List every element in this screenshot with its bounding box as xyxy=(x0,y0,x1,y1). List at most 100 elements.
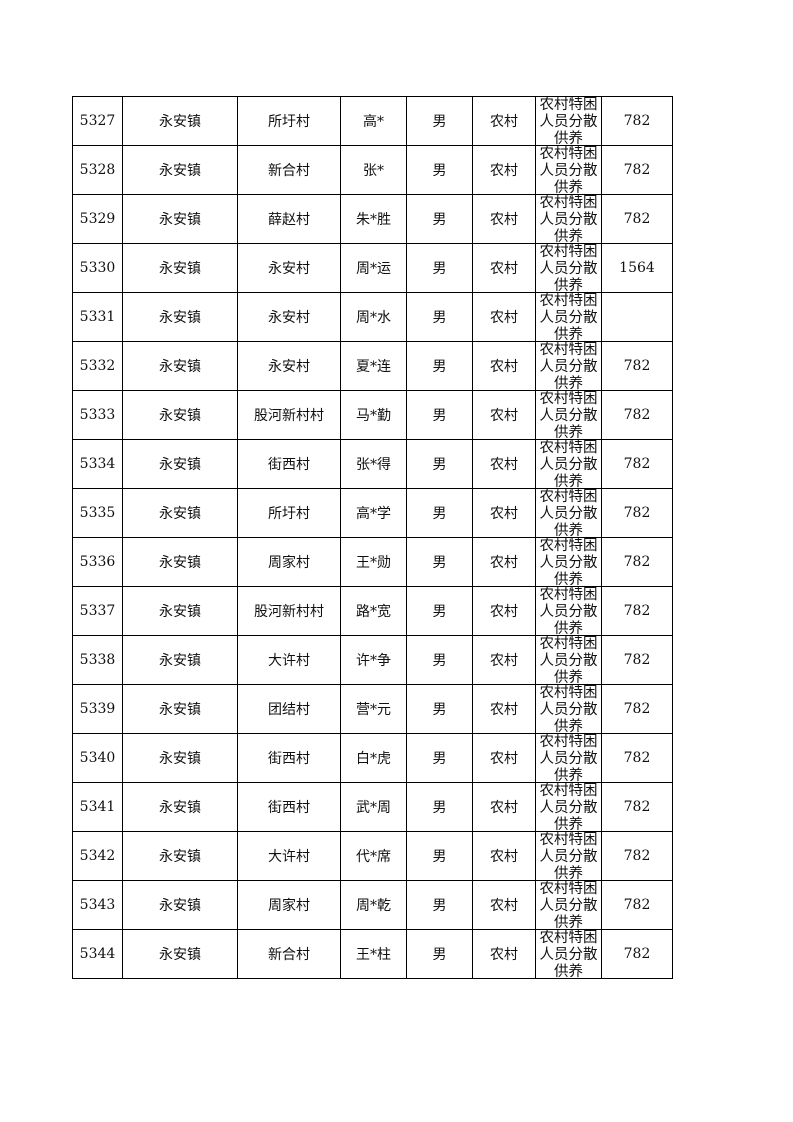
cell-amount: 782 xyxy=(601,586,673,636)
cell-town: 永安镇 xyxy=(122,929,238,979)
cell-category-text: 农村特困人员分散供养 xyxy=(539,587,598,635)
cell-name: 王*勋 xyxy=(340,537,407,587)
cell-name: 周*水 xyxy=(340,292,407,342)
cell-village: 所圩村 xyxy=(237,96,341,146)
cell-amount: 782 xyxy=(601,929,673,979)
cell-category: 农村特困人员分散供养 xyxy=(535,243,602,293)
cell-name: 路*宽 xyxy=(340,586,407,636)
cell-type: 农村 xyxy=(472,831,536,881)
cell-village: 股河新村村 xyxy=(237,586,341,636)
cell-id: 5340 xyxy=(72,733,123,783)
cell-category-text: 农村特困人员分散供养 xyxy=(539,832,598,880)
cell-category: 农村特困人员分散供养 xyxy=(535,782,602,832)
cell-name: 周*乾 xyxy=(340,880,407,930)
cell-type: 农村 xyxy=(472,243,536,293)
cell-amount: 782 xyxy=(601,390,673,440)
cell-town: 永安镇 xyxy=(122,194,238,244)
cell-id: 5337 xyxy=(72,586,123,636)
cell-gender: 男 xyxy=(406,831,473,881)
cell-id: 5330 xyxy=(72,243,123,293)
cell-town: 永安镇 xyxy=(122,292,238,342)
cell-type: 农村 xyxy=(472,733,536,783)
cell-id: 5334 xyxy=(72,439,123,489)
cell-id: 5332 xyxy=(72,341,123,391)
cell-id: 5341 xyxy=(72,782,123,832)
cell-gender: 男 xyxy=(406,243,473,293)
cell-type: 农村 xyxy=(472,929,536,979)
cell-type: 农村 xyxy=(472,292,536,342)
cell-category: 农村特困人员分散供养 xyxy=(535,831,602,881)
cell-gender: 男 xyxy=(406,782,473,832)
cell-category-text: 农村特困人员分散供养 xyxy=(539,293,598,341)
cell-id: 5338 xyxy=(72,635,123,685)
cell-amount: 782 xyxy=(601,537,673,587)
cell-name: 高*学 xyxy=(340,488,407,538)
cell-type: 农村 xyxy=(472,488,536,538)
cell-amount: 1564 xyxy=(601,243,673,293)
cell-amount: 782 xyxy=(601,194,673,244)
table-row: 5330 永安镇 永安村 周*运男农村 农村特困人员分散供养 1564 xyxy=(72,243,673,293)
cell-category-text: 农村特困人员分散供养 xyxy=(539,244,598,292)
cell-amount xyxy=(601,292,673,342)
beneficiary-table: 5327 永安镇 所圩村 高* 男农村 农村特困人员分散供养 782 5328 永安镇 新合村 张*… xyxy=(72,96,673,979)
table-row: 5331 永安镇 永安村 周*水男农村 农村特困人员分散供养 xyxy=(72,292,673,342)
cell-type: 农村 xyxy=(472,145,536,195)
cell-category-text: 农村特困人员分散供养 xyxy=(539,636,598,684)
cell-amount: 782 xyxy=(601,782,673,832)
cell-category-text: 农村特困人员分散供养 xyxy=(539,930,598,978)
cell-category: 农村特困人员分散供养 xyxy=(535,439,602,489)
cell-village: 永安村 xyxy=(237,292,341,342)
cell-id: 5342 xyxy=(72,831,123,881)
cell-type: 农村 xyxy=(472,390,536,440)
cell-category-text: 农村特困人员分散供养 xyxy=(539,538,598,586)
cell-amount: 782 xyxy=(601,684,673,734)
cell-category: 农村特困人员分散供养 xyxy=(535,880,602,930)
cell-name: 高* xyxy=(340,96,407,146)
cell-town: 永安镇 xyxy=(122,880,238,930)
cell-category: 农村特困人员分散供养 xyxy=(535,488,602,538)
cell-village: 街西村 xyxy=(237,782,341,832)
table-row: 5337 永安镇 股河新村村 路*宽男农村 农村特困人员分散供养 782 xyxy=(72,586,673,636)
table-row: 5338 永安镇 大许村 许*争男农村 农村特困人员分散供养 782 xyxy=(72,635,673,685)
cell-town: 永安镇 xyxy=(122,96,238,146)
cell-village: 永安村 xyxy=(237,341,341,391)
cell-village: 所圩村 xyxy=(237,488,341,538)
cell-gender: 男 xyxy=(406,96,473,146)
table-row: 5333 永安镇 股河新村村 马*勤男农村 农村特困人员分散供养 782 xyxy=(72,390,673,440)
cell-town: 永安镇 xyxy=(122,488,238,538)
cell-id: 5329 xyxy=(72,194,123,244)
cell-type: 农村 xyxy=(472,635,536,685)
table-row: 5343 永安镇 周家村 周*乾男农村 农村特困人员分散供养 782 xyxy=(72,880,673,930)
cell-town: 永安镇 xyxy=(122,635,238,685)
cell-id: 5336 xyxy=(72,537,123,587)
cell-amount: 782 xyxy=(601,488,673,538)
table-row: 5339 永安镇 团结村 营*元男农村 农村特困人员分散供养 782 xyxy=(72,684,673,734)
cell-name: 周*运 xyxy=(340,243,407,293)
cell-village: 薛赵村 xyxy=(237,194,341,244)
cell-category-text: 农村特困人员分散供养 xyxy=(539,391,598,439)
cell-category-text: 农村特困人员分散供养 xyxy=(539,146,598,194)
cell-amount: 782 xyxy=(601,439,673,489)
cell-town: 永安镇 xyxy=(122,439,238,489)
cell-gender: 男 xyxy=(406,733,473,783)
cell-village: 永安村 xyxy=(237,243,341,293)
cell-gender: 男 xyxy=(406,586,473,636)
cell-type: 农村 xyxy=(472,537,536,587)
cell-name: 营*元 xyxy=(340,684,407,734)
table-row: 5329 永安镇 薛赵村 朱*胜男农村 农村特困人员分散供养 782 xyxy=(72,194,673,244)
cell-village: 新合村 xyxy=(237,145,341,195)
cell-gender: 男 xyxy=(406,194,473,244)
cell-category: 农村特困人员分散供养 xyxy=(535,194,602,244)
cell-id: 5343 xyxy=(72,880,123,930)
cell-type: 农村 xyxy=(472,782,536,832)
cell-type: 农村 xyxy=(472,194,536,244)
cell-name: 武*周 xyxy=(340,782,407,832)
cell-category: 农村特困人员分散供养 xyxy=(535,145,602,195)
cell-town: 永安镇 xyxy=(122,243,238,293)
cell-category: 农村特困人员分散供养 xyxy=(535,733,602,783)
cell-category-text: 农村特困人员分散供养 xyxy=(539,440,598,488)
table-row: 5342 永安镇 大许村 代*席男农村 农村特困人员分散供养 782 xyxy=(72,831,673,881)
cell-id: 5339 xyxy=(72,684,123,734)
cell-name: 马*勤 xyxy=(340,390,407,440)
cell-name: 白*虎 xyxy=(340,733,407,783)
